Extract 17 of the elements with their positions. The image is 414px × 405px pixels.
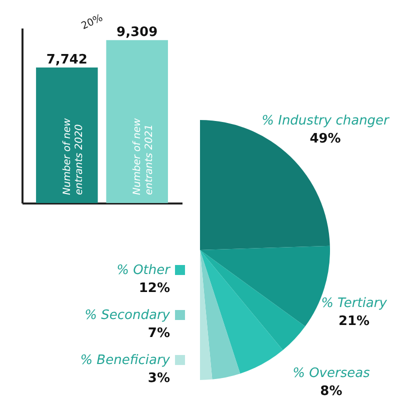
legend-label: % Secondary xyxy=(84,308,170,323)
data-label: 8% xyxy=(320,384,342,400)
slice-label: % Overseas xyxy=(292,366,370,382)
data-label: 12% xyxy=(138,281,170,296)
data-label: 3% xyxy=(148,371,170,386)
data-label: 21% xyxy=(338,314,370,329)
legend-label: % Beneficiary xyxy=(80,353,170,368)
legend-label: % Other xyxy=(116,263,172,278)
slice-label: % Industry changer xyxy=(262,114,391,129)
slice-label: % Tertiary xyxy=(321,296,388,311)
data-label: 49% xyxy=(310,132,341,147)
x-tick-label: Number of new entrants 2021 xyxy=(132,117,156,195)
data-label: 9,309 xyxy=(116,25,158,40)
data-label: 7,742 xyxy=(46,52,88,68)
text: 20% xyxy=(80,12,105,32)
data-label: 7% xyxy=(148,326,170,341)
x-tick-label: Number of new entrants 2020 xyxy=(62,117,85,195)
